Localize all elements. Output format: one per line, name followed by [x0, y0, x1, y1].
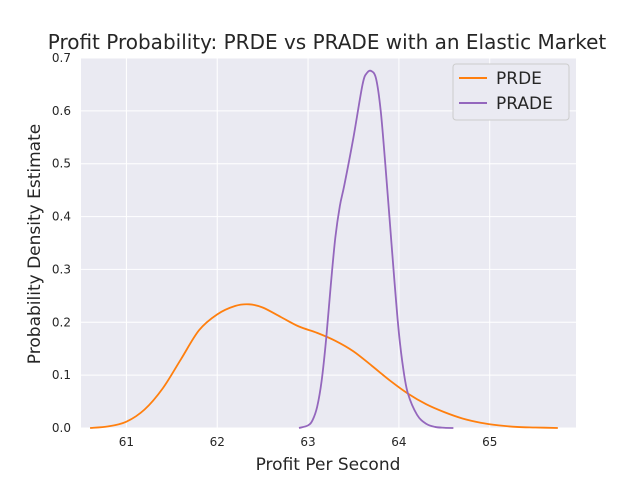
x-tick-label: 65 — [482, 435, 497, 449]
grid-lines — [81, 57, 576, 429]
y-tick-label: 0.5 — [52, 157, 71, 171]
x-tick-label: 61 — [119, 435, 134, 449]
chart-title: Profit Probability: PRDE vs PRADE with a… — [48, 30, 607, 54]
x-axis-label: Profit Per Second — [256, 455, 401, 475]
legend: PRDE PRADE — [452, 63, 570, 121]
y-tick-label: 0.4 — [52, 210, 71, 224]
legend-label-prde: PRDE — [496, 69, 542, 89]
x-tick-label: 64 — [391, 435, 406, 449]
series-line-prade — [298, 69, 454, 429]
x-tick-label: 63 — [300, 435, 315, 449]
y-tick-label: 0.3 — [52, 262, 71, 276]
y-tick-label: 0.7 — [52, 51, 71, 65]
tick-labels: 61 62 63 64 65 0.0 0.1 0.2 0.3 0.4 0.5 0.6 0.7 — [52, 51, 497, 449]
x-tick-label: 62 — [210, 435, 225, 449]
y-tick-label: 0.0 — [52, 421, 71, 435]
series-lines — [90, 69, 558, 429]
legend-label-prade: PRADE — [496, 94, 553, 114]
y-tick-label: 0.2 — [52, 315, 71, 329]
y-tick-label: 0.6 — [52, 104, 71, 118]
series-line-prde — [90, 303, 558, 429]
y-tick-label: 0.1 — [52, 368, 71, 382]
y-axis-label: Probability Density Estimate — [25, 124, 45, 364]
